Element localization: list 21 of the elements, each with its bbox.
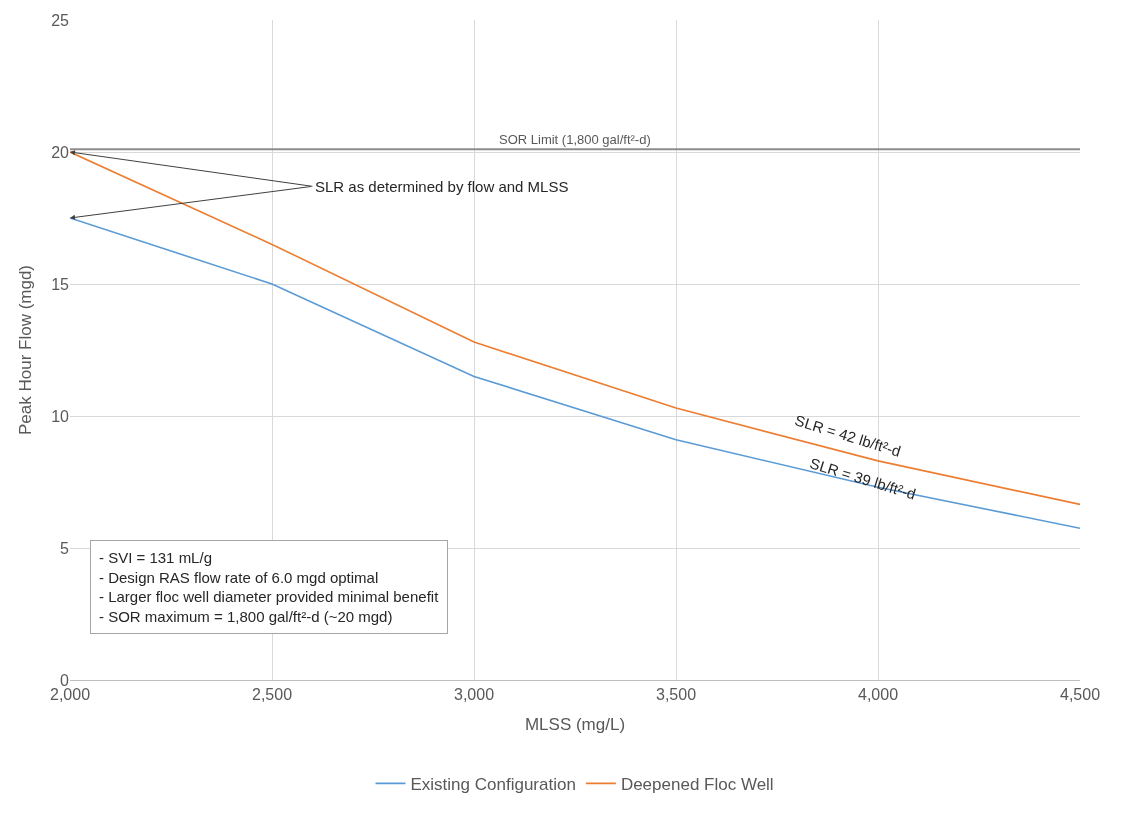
legend-label: Existing Configuration (410, 774, 576, 794)
y-tick-label: 0 (60, 671, 70, 689)
annotation: SLR as determined by flow and MLSS (315, 178, 569, 195)
x-axis-title: MLSS (mg/L) (524, 714, 626, 734)
y-tick-label: 15 (51, 275, 70, 293)
x-tick-label: 2,500 (251, 686, 293, 704)
ref-line-label: SOR Limit (1,800 gal/ft²-d) (499, 132, 651, 147)
y-tick-label: 25 (51, 11, 70, 29)
x-tick-label: 4,500 (1059, 686, 1101, 704)
y-axis-title: Peak Hour Flow (mgd) (15, 264, 35, 436)
line-series (70, 150, 1080, 506)
x-tick-label: 2,000 (49, 686, 91, 704)
annotation: SLR = 42 lb/ft²-d (792, 411, 903, 460)
y-tick-label: 20 (51, 143, 70, 161)
annotation: - SVI = 131 mL/g - Design RAS flow rate of 6.0 mgd optimal - Larger floc well diameter provided minimal benefit - SOR maximum = 1,800 gal/ft²-d (~20 mgd) (99, 549, 440, 625)
y-tick-label: 5 (60, 539, 70, 557)
x-tick-label: 3,000 (453, 686, 495, 704)
y-tick-label: 10 (51, 407, 70, 425)
x-tick-label: 3,500 (655, 686, 697, 704)
x-tick-label: 4,000 (857, 686, 899, 704)
legend-label: Deepened Floc Well (620, 774, 774, 794)
